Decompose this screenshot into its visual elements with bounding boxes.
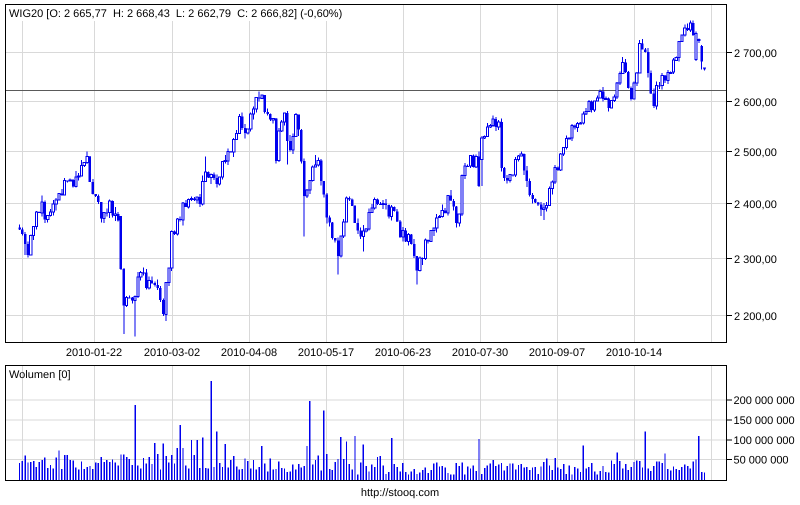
svg-text:2010-04-08: 2010-04-08 xyxy=(221,347,277,359)
svg-text:2010-09-07: 2010-09-07 xyxy=(529,347,585,359)
svg-text:2 200,00: 2 200,00 xyxy=(734,311,777,323)
svg-text:2010-10-14: 2010-10-14 xyxy=(606,347,662,359)
svg-text:2010-03-02: 2010-03-02 xyxy=(144,347,200,359)
svg-text:100 000 000: 100 000 000 xyxy=(734,435,795,447)
svg-text:2010-01-22: 2010-01-22 xyxy=(66,347,122,359)
svg-text:http://stooq.com: http://stooq.com xyxy=(361,487,439,499)
svg-text:2 500,00: 2 500,00 xyxy=(734,147,777,159)
svg-text:2010-05-17: 2010-05-17 xyxy=(298,347,354,359)
svg-text:2010-07-30: 2010-07-30 xyxy=(452,347,508,359)
svg-text:WIG20 [O: 2 665,77 H: 2 668,4: WIG20 [O: 2 665,77 H: 2 668,43 L: 2 662,… xyxy=(9,8,342,20)
svg-text:Wolumen [0]: Wolumen [0] xyxy=(9,369,71,381)
svg-text:2 300,00: 2 300,00 xyxy=(734,254,777,266)
svg-text:50 000 000: 50 000 000 xyxy=(734,455,789,467)
svg-text:2 600,00: 2 600,00 xyxy=(734,97,777,109)
svg-text:2 400,00: 2 400,00 xyxy=(734,199,777,211)
svg-text:150 000 000: 150 000 000 xyxy=(734,415,795,427)
svg-text:200 000 000: 200 000 000 xyxy=(734,395,795,407)
svg-text:2010-06-23: 2010-06-23 xyxy=(375,347,431,359)
svg-text:2 700,00: 2 700,00 xyxy=(734,48,777,60)
